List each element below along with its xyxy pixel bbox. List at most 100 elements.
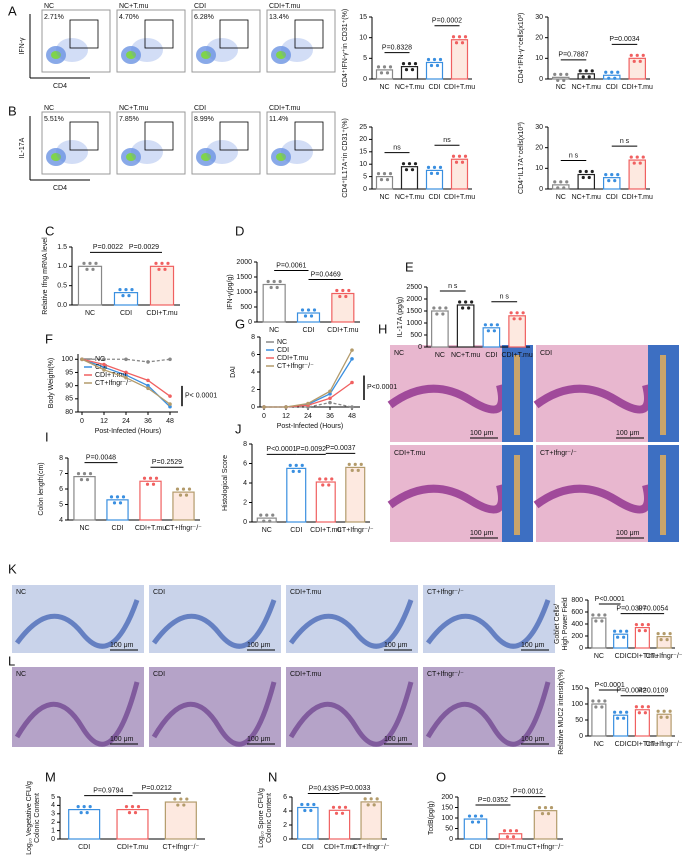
y-tick-label: 8 [243,441,247,448]
y-tick-label: 0 [363,76,367,83]
dot [457,35,462,39]
x-tick-label: CDI [78,844,90,851]
dot [385,178,390,182]
flow-gate [69,19,99,49]
x-tick-label: CT+Ifngr⁻/⁻ [646,653,683,660]
annotation: P=0.9794 [93,787,123,794]
annotation: P=0.0034 [609,36,639,43]
dot [603,613,607,617]
x-tick-label: 36 [326,413,334,420]
y-tick-label: 200 [571,633,583,640]
dot [444,306,448,310]
dot [187,487,192,491]
dot [366,803,370,807]
annotation: P=0.7887 [558,52,588,59]
y-tick-label: 5 [363,55,367,62]
y-tick-label: 4 [251,369,255,376]
annotation: ns [393,145,401,152]
dot [163,267,167,271]
y-tick-label: 2 [283,822,287,829]
dot [154,476,159,480]
dot [340,811,345,815]
dot [297,469,301,473]
x-tick-label: CDI [111,525,123,532]
dot [127,294,131,298]
flow-density [56,38,88,62]
dot [309,314,314,318]
dot [594,619,598,623]
dot [665,638,669,642]
dot [668,709,672,713]
dot [438,57,443,62]
point [350,380,354,385]
dot [619,629,623,633]
dot [343,805,348,809]
y-tick-label: 10 [535,165,543,172]
panel-label: H [378,321,387,336]
dot [278,279,282,284]
y-tick-label: 500 [410,332,422,339]
scale-label: 100 μm [247,642,271,649]
dot [540,812,545,816]
dot [438,306,442,310]
dot [88,805,92,809]
x-tick-label: NC [262,527,272,534]
point [80,357,84,362]
annotation: P=0.0033 [340,785,370,792]
colon [514,355,520,435]
legend-label: CDI+T.mu [277,355,308,362]
dot [435,63,440,68]
scale-label: 100 μm [110,736,134,743]
x-tick-label: NC+T.mu [395,194,424,201]
x-tick-label: CDI+T.mu [117,844,148,851]
dot [407,62,412,66]
x-tick-label: 12 [100,418,108,425]
dot [640,623,644,627]
y-tick-label: 2000 [236,259,252,266]
flow-percent: 4.70% [119,14,139,21]
dot [385,71,390,75]
flow-gate [294,121,324,151]
y-tick-label: 10 [535,55,543,62]
dot [376,65,381,69]
dot [559,72,563,76]
y-tick-label: 4 [243,480,247,487]
annotation: P=0.0054 [638,605,668,612]
stain-label: CDI+T.mu [290,671,321,678]
annotation: P=0.0012 [513,788,543,795]
y-tick-label: 25 [359,124,367,131]
stain-label: NC [16,671,26,678]
dot [331,805,336,809]
dot [470,820,475,824]
y-tick-label: 4 [51,802,55,809]
flow-density [281,38,313,62]
y-tick-label: 20 [535,145,543,152]
dot [565,180,569,184]
bar [297,806,319,840]
y-axis-label: Colon length(cm) [38,462,45,515]
y-axis-label: CD4⁺IFN-γ⁺in CD31⁺(%) [342,9,349,87]
point [168,404,172,409]
dot [176,803,180,807]
y-tick-label: 1.0 [57,263,67,270]
point [124,370,128,375]
stain-label: CT+Ifngr⁻/⁻ [427,671,464,678]
bar [577,173,596,190]
y-tick-label: 1500 [406,308,422,315]
panel-label: E [405,259,414,274]
dot [185,797,189,801]
dot [613,710,617,714]
dot [404,168,409,172]
colon [660,355,666,435]
x-tick-label: 48 [348,413,356,420]
tissue [387,484,506,514]
x-tick-label: 24 [304,413,312,420]
dot [426,57,431,62]
dot [629,155,633,159]
dot [160,261,164,265]
dot [335,288,339,293]
dot [634,623,638,627]
x-tick-label: CDI+T.mu [146,310,177,317]
dot [312,308,317,312]
dot [578,69,582,73]
